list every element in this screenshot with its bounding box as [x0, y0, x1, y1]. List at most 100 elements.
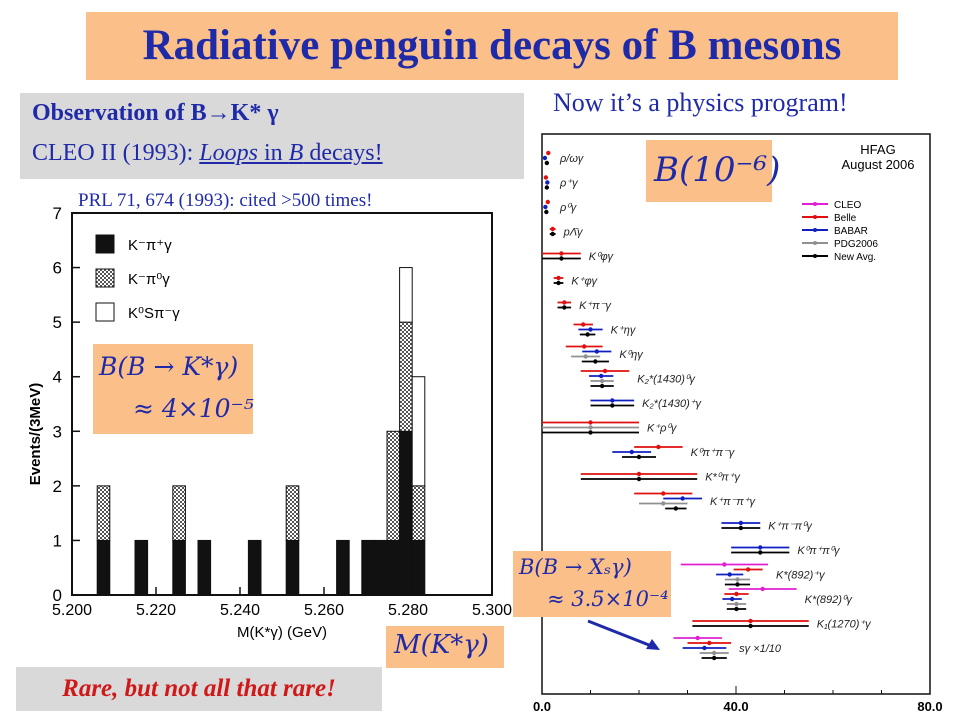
y-tick-label: 0	[53, 586, 62, 605]
bar-open	[411, 376, 426, 487]
bar-solid	[134, 539, 149, 596]
data-point	[702, 645, 707, 651]
legend-marker	[813, 228, 817, 232]
data-point	[543, 175, 549, 180]
data-point	[545, 199, 551, 205]
bar-solid	[96, 539, 111, 596]
chart-title-line1: HFAG	[860, 142, 895, 157]
citation-text: PRL 71, 674 (1993): cited >500 times!	[78, 190, 373, 211]
chart-title-line2: August 2006	[841, 157, 914, 172]
bar-hatched	[386, 430, 401, 541]
bar-hatched	[285, 485, 300, 541]
data-point	[542, 155, 548, 161]
pointer-arrow-icon	[587, 619, 660, 650]
data-point	[556, 280, 561, 286]
x-tick-label: 5.220	[136, 602, 176, 619]
bf-kstar-line1: B(B → K*γ)	[99, 352, 239, 381]
bar-open	[399, 267, 413, 323]
legend-marker	[813, 215, 817, 219]
y-tick-label: 7	[53, 205, 62, 223]
bar-solid	[373, 539, 388, 596]
data-point	[585, 332, 590, 337]
bar-solid	[399, 430, 413, 596]
legend-marker	[813, 241, 817, 245]
data-point	[661, 491, 666, 496]
title-background	[86, 12, 898, 80]
legend-marker	[813, 254, 817, 258]
data-point	[735, 577, 740, 582]
mode-label: K⁺ηγ	[611, 325, 637, 337]
data-point	[593, 359, 598, 364]
data-point	[711, 655, 717, 661]
data-point	[673, 506, 679, 511]
y-tick-label: 2	[53, 477, 62, 496]
x-tick-label: 40.0	[723, 699, 748, 714]
data-point	[758, 545, 763, 550]
subtitle-loops: Loops	[199, 140, 258, 166]
bar-hatched	[411, 485, 426, 541]
plot-frame	[71, 212, 493, 596]
data-point	[588, 430, 593, 435]
data-point	[544, 160, 550, 166]
mode-label: K*(892)⁰γ	[805, 594, 854, 606]
data-point	[636, 476, 642, 482]
data-point	[735, 582, 740, 587]
physics-note: Now it’s a physics program!	[553, 88, 848, 117]
data-point	[610, 398, 615, 403]
legend-label: Belle	[834, 213, 857, 224]
data-point	[738, 520, 744, 526]
mode-label: ρ⁰γ	[559, 202, 578, 214]
data-point	[598, 373, 604, 379]
data-point	[656, 444, 661, 450]
subtitle-mid: in	[257, 140, 289, 166]
data-point	[546, 150, 551, 156]
subtitle-prefix: CLEO II (1993):	[32, 140, 200, 166]
observation-title: Observation of B→K* γ	[32, 100, 279, 126]
mode-label: K⁰π⁺π⁰γ	[797, 545, 841, 557]
data-point	[748, 618, 753, 624]
mode-label: K⁺ρ⁰γ	[647, 423, 678, 435]
mode-label: K⁰φγ	[589, 251, 615, 263]
bf-xs-line1: B(B → Xₛγ)	[519, 555, 632, 579]
bar-solid	[411, 539, 426, 596]
x-tick-label: 80.0	[917, 699, 942, 714]
data-point	[556, 275, 561, 281]
bf-units-box: B(10⁻⁶)	[646, 140, 780, 202]
mode-label: sγ ×1/10	[739, 643, 782, 655]
x-tick-label: 0.0	[533, 699, 551, 714]
bf-xs-line2: ≈ 3.5×10⁻⁴	[547, 587, 669, 611]
data-point	[734, 606, 739, 612]
data-point	[581, 322, 586, 327]
bf-units-label: B(10⁻⁶)	[654, 150, 781, 190]
bar-solid	[285, 539, 300, 596]
mass-label: M(K*γ)	[394, 630, 489, 660]
legend-label: K⁻π⁺γ	[128, 237, 172, 254]
bar-solid	[197, 539, 212, 596]
legend-label: K⁰Sπ⁻γ	[128, 305, 180, 322]
data-point	[636, 471, 642, 477]
mode-label: pΛ̄γ	[563, 227, 584, 239]
physics-note-box	[540, 80, 930, 128]
bar-hatched	[399, 321, 413, 432]
data-point	[599, 378, 605, 384]
legend-swatch	[95, 234, 115, 254]
data-point	[727, 572, 732, 577]
data-point	[594, 349, 600, 354]
data-point	[722, 562, 727, 567]
data-point	[544, 185, 550, 190]
x-tick-label: 5.280	[388, 602, 428, 619]
tagline-box	[16, 667, 382, 711]
subtitle-b: B	[288, 140, 304, 166]
data-point	[581, 344, 587, 349]
bf-xs-box: B(B → Xₛγ) ≈ 3.5×10⁻⁴	[513, 551, 671, 617]
mode-label: K⁺π⁻γ	[579, 300, 612, 312]
bf-kstar-box: B(B → K*γ) ≈ 4×10⁻⁵	[93, 344, 254, 434]
data-point	[545, 180, 550, 185]
bar-solid	[336, 539, 350, 596]
tagline: Rare, but not all that rare!	[62, 675, 336, 702]
x-tick-label: 5.260	[304, 602, 344, 619]
cleo-histogram-chart: 0 1 2 3 4 5 6 7 5.200 5.220 5.240 5.260 5.280 5.300 M(…	[27, 205, 512, 641]
legend-label: K⁻π⁰γ	[128, 271, 170, 288]
mode-label: ρ⁺γ	[559, 178, 579, 190]
